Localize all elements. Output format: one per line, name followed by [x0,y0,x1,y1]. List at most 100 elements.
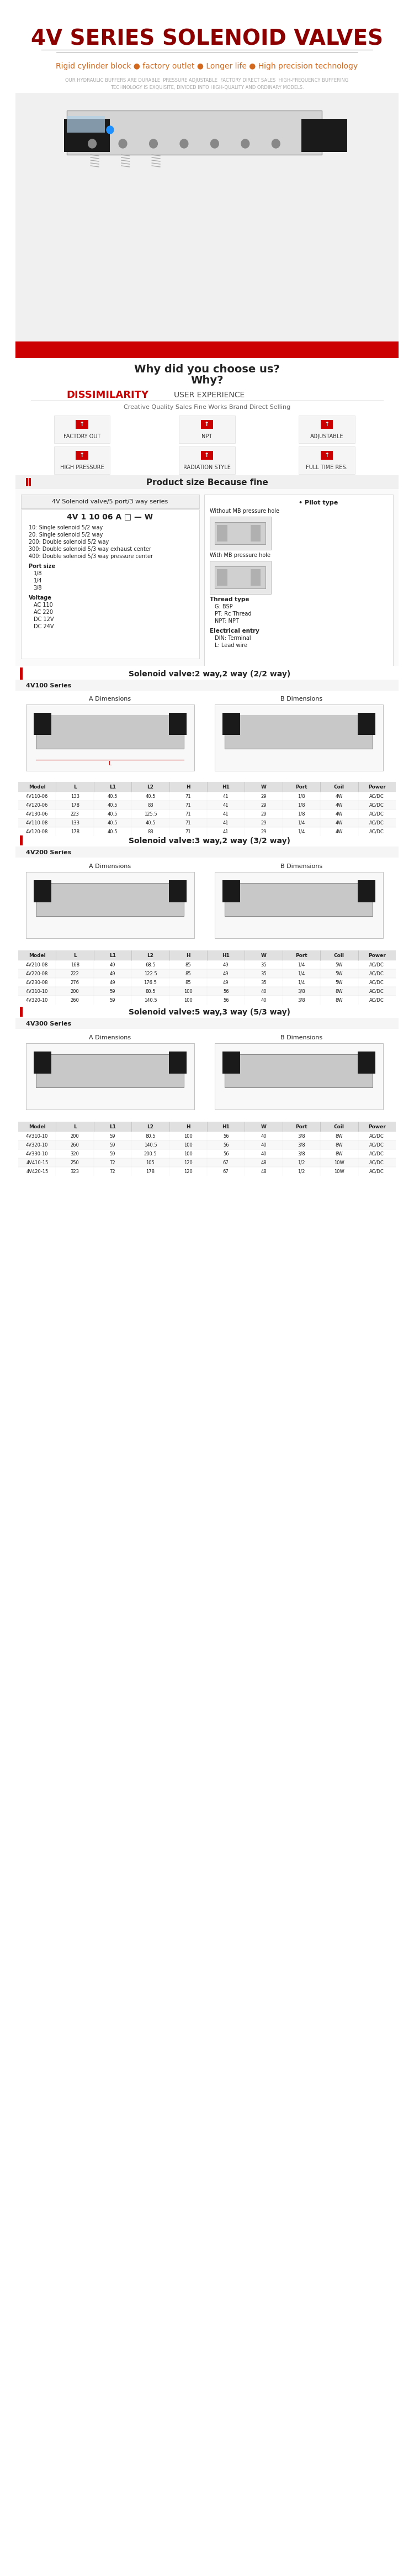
Text: 4V320-10: 4V320-10 [26,1141,48,1146]
Text: L2: L2 [147,953,154,958]
Text: 56: 56 [223,997,229,1002]
Text: 40: 40 [261,997,267,1002]
Text: 67: 67 [223,1170,229,1175]
Text: 40.5: 40.5 [145,819,155,824]
Bar [16,665,398,680]
Bar [16,0,398,108]
Bar [214,1043,383,1110]
Text: 1/4: 1/4 [298,971,305,976]
Text: 125.5: 125.5 [144,811,157,817]
Bar [225,716,373,750]
Text: 4V200 Series: 4V200 Series [26,850,71,855]
Text: L: Lead wire: L: Lead wire [214,641,247,649]
Text: 5W: 5W [335,971,343,976]
Bar [18,827,396,837]
Text: 72: 72 [110,1159,116,1164]
Text: 178: 178 [146,1170,155,1175]
Text: 100: 100 [184,1141,193,1146]
Text: 1/8: 1/8 [298,793,305,799]
Circle shape [241,139,249,147]
Text: 300: Double solenoid 5/3 way exhaust center: 300: Double solenoid 5/3 way exhaust cen… [29,546,151,551]
Text: 4V320-10: 4V320-10 [26,997,48,1002]
Text: Without MB pressure hole: Without MB pressure hole [209,507,279,513]
Text: Product size Because fine: Product size Because fine [146,479,268,487]
Bar [169,1051,187,1074]
Text: L2: L2 [147,1123,154,1128]
Text: 59: 59 [110,1141,116,1146]
Bar [18,1141,396,1149]
Text: AC/DC: AC/DC [369,819,384,824]
Text: 29: 29 [261,793,267,799]
Bar [214,567,266,587]
Bar [250,569,260,585]
Bar [16,1005,398,1018]
Text: 41: 41 [223,811,229,817]
Text: Why?: Why? [190,376,224,386]
Text: 10W: 10W [334,1159,344,1164]
Bar [301,118,347,152]
Text: 85: 85 [185,971,191,976]
Text: 100: 100 [184,997,193,1002]
Text: A Dimensions: A Dimensions [89,1036,131,1041]
Text: Thread type: Thread type [209,598,249,603]
Bar [179,446,235,474]
Text: 1/4: 1/4 [298,963,305,966]
Bar [18,951,396,961]
Text: 4V110-08: 4V110-08 [26,819,48,824]
Text: 1/8: 1/8 [34,572,42,577]
Text: AC/DC: AC/DC [369,1170,384,1175]
Bar [18,1159,396,1167]
Text: 8W: 8W [335,989,343,994]
Text: NPT: NPT: NPT: NPT [214,618,239,623]
Text: H1: H1 [222,1123,230,1128]
Text: AC/DC: AC/DC [369,1133,384,1139]
Text: L: L [73,1123,77,1128]
Bar [321,451,333,459]
Text: B Dimensions: B Dimensions [280,1036,323,1041]
Text: 4V330-10: 4V330-10 [26,1151,48,1157]
Text: 56: 56 [223,989,229,994]
Text: B Dimensions: B Dimensions [280,696,323,701]
Text: FULL TIME RES.: FULL TIME RES. [306,464,348,471]
Text: ADJUSTABLE: ADJUSTABLE [310,433,344,440]
Bar [21,495,200,507]
Text: L: L [73,783,77,788]
Text: 29: 29 [261,811,267,817]
Text: Coil: Coil [334,1123,344,1128]
Bar [29,479,31,487]
Text: 4W: 4W [335,804,343,806]
Bar [214,523,266,544]
Text: 49: 49 [223,971,229,976]
Text: W: W [261,783,266,788]
Text: L1: L1 [109,953,116,958]
Text: ↑: ↑ [205,422,209,428]
Text: A Dimensions: A Dimensions [89,696,131,701]
Text: AC/DC: AC/DC [369,989,384,994]
Text: 276: 276 [70,979,79,984]
Text: USER EXPERIENCE: USER EXPERIENCE [174,392,245,399]
Text: AC/DC: AC/DC [369,1159,384,1164]
Text: 71: 71 [185,811,191,817]
Text: 4V100 Series: 4V100 Series [26,683,71,688]
Bar [169,714,187,734]
Text: 200: 200 [70,989,79,994]
Text: 178: 178 [70,829,79,835]
Bar [18,809,396,819]
Text: 40: 40 [261,1133,267,1139]
Bar [20,1007,23,1018]
Bar [21,510,200,659]
Text: 56: 56 [223,1151,229,1157]
Bar [18,1121,396,1131]
Bar [26,1043,194,1110]
Text: AC 220: AC 220 [34,611,53,616]
Text: Port size: Port size [29,564,55,569]
Text: 8W: 8W [335,1141,343,1146]
Text: NPT: NPT [202,433,212,440]
Bar [209,562,271,595]
Text: 56: 56 [223,1141,229,1146]
Text: 1/8: 1/8 [298,811,305,817]
Text: W: W [261,953,266,958]
Text: 140.5: 140.5 [144,997,157,1002]
Text: 4V130-06: 4V130-06 [26,811,48,817]
Text: DIN: Terminal: DIN: Terminal [214,636,251,641]
